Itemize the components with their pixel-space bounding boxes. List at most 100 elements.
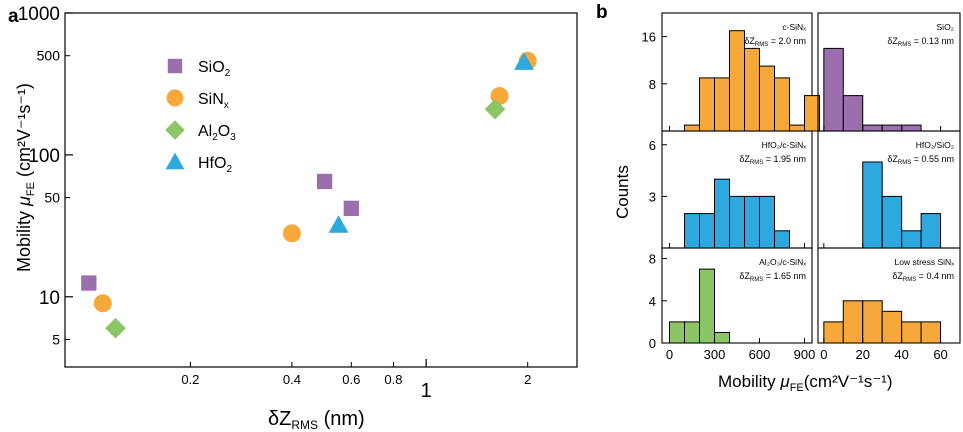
histogram-bar bbox=[759, 195, 775, 249]
data-point-sio2 bbox=[81, 275, 97, 291]
y-tick-label: 500 bbox=[37, 48, 61, 64]
histogram-bar bbox=[862, 161, 883, 249]
data-point-al2o3 bbox=[484, 98, 506, 120]
data-point-hfo2 bbox=[328, 215, 349, 233]
y-tick-label: 10 bbox=[39, 288, 60, 309]
histogram-bar bbox=[774, 230, 790, 249]
histogram-bar bbox=[684, 321, 700, 344]
panel-label-b: b bbox=[596, 2, 608, 23]
histogram-bar bbox=[901, 230, 922, 249]
histogram-title: Al₂O₃/c-SiNₓ bbox=[759, 257, 806, 267]
histogram-bar bbox=[744, 195, 760, 249]
data-point-sinx bbox=[93, 294, 112, 313]
histogram-y-axis-label: Counts bbox=[613, 165, 632, 219]
x-tick-label: 2 bbox=[524, 372, 531, 387]
histogram-panel-al2o3-c-sinx: 0 4 8 0 300 600 900 Al₂O₃/c-SiNₓ δZRMS = 1.65 nm bbox=[649, 247, 816, 362]
scatter-x-axis-label: δZRMS (nm) bbox=[268, 408, 365, 432]
x-tick-label: 900 bbox=[794, 347, 816, 362]
histogram-grid: 8 16 c-SiNₓ δZRMS = 2.0 nm SiO₂ δZRMS = 0.13 … bbox=[613, 12, 961, 394]
histogram-bar bbox=[714, 77, 730, 132]
x-tick-label: 40 bbox=[894, 347, 908, 362]
scatter-points bbox=[81, 51, 537, 339]
x-tick-label: 600 bbox=[749, 347, 771, 362]
histogram-bar bbox=[804, 95, 820, 132]
histogram-frame bbox=[661, 247, 813, 344]
x-tick-label: 0.6 bbox=[342, 372, 360, 387]
legend-marker-hfo2 bbox=[165, 152, 185, 170]
histogram-bar bbox=[920, 321, 942, 344]
y-tick-label: 8 bbox=[649, 77, 656, 92]
histogram-bar bbox=[823, 321, 844, 344]
y-tick-label: 4 bbox=[649, 294, 656, 309]
histogram-bar bbox=[901, 321, 922, 344]
x-tick-label: 0 bbox=[666, 347, 673, 362]
x-tick-label: 0.2 bbox=[181, 372, 199, 387]
data-point-al2o3 bbox=[105, 317, 126, 339]
y-tick-label: 1000 bbox=[18, 4, 60, 25]
histogram-title: HfO₂/SiO₂ bbox=[916, 140, 954, 150]
y-tick-label: 16 bbox=[642, 30, 656, 45]
y-tick-label: 0 bbox=[649, 336, 656, 351]
y-tick-label: 6 bbox=[649, 138, 656, 153]
histogram-bar bbox=[920, 213, 942, 249]
histogram-bar bbox=[823, 47, 844, 132]
y-tick-label: 50 bbox=[44, 190, 60, 206]
histogram-bar bbox=[744, 47, 760, 132]
histogram-bar bbox=[901, 124, 922, 132]
legend-marker-al2o3 bbox=[165, 120, 185, 140]
histogram-panel-c-sinx: 8 16 c-SiNₓ δZRMS = 2.0 nm bbox=[642, 12, 820, 132]
histogram-panel-low-stress-sinx: 0 20 40 60 Low stress SiNₓ δZRMS = 0.4 nm bbox=[817, 247, 961, 362]
histogram-title: Low stress SiNₓ bbox=[895, 257, 955, 267]
scatter-plot-frame bbox=[64, 12, 578, 368]
histogram-bar bbox=[714, 178, 730, 249]
x-tick-label: 20 bbox=[856, 347, 870, 362]
scatter-axes-ticks: 1 0.2 0.4 0.6 0.8 2 10 100 1000 5 50 500 bbox=[18, 4, 532, 402]
y-tick-label: 100 bbox=[28, 146, 60, 167]
histogram-bar bbox=[789, 124, 805, 132]
data-point-hfo2 bbox=[514, 52, 534, 70]
histogram-bar bbox=[699, 213, 715, 249]
histogram-bar bbox=[881, 124, 903, 132]
x-tick-label: 0 bbox=[820, 347, 827, 362]
x-tick-label: 60 bbox=[933, 347, 947, 362]
data-point-sinx bbox=[282, 224, 301, 243]
y-tick-label: 5 bbox=[52, 331, 60, 347]
legend-label-hfo2: HfO2 bbox=[198, 155, 232, 175]
histogram-bar bbox=[759, 65, 775, 132]
histogram-bar bbox=[699, 77, 715, 132]
histogram-bar bbox=[881, 310, 903, 344]
histogram-roughness: δZRMS = 1.95 nm bbox=[739, 154, 806, 166]
histogram-title: HfO₂/c-SiNₓ bbox=[762, 140, 807, 150]
histogram-title: SiO₂ bbox=[937, 22, 954, 32]
legend-label-sio2: SiO2 bbox=[198, 59, 231, 79]
histogram-bar bbox=[714, 331, 730, 344]
histogram-bar bbox=[842, 300, 864, 344]
x-tick-label: 0.4 bbox=[283, 372, 301, 387]
histogram-bar bbox=[684, 213, 700, 249]
legend-label-sinx: SiNx bbox=[198, 91, 229, 111]
x-tick-label: 300 bbox=[704, 347, 726, 362]
scatter-y-axis-label: Mobility μFE (cm²V⁻¹s⁻¹) bbox=[14, 83, 37, 272]
histogram-roughness: δZRMS = 0.55 nm bbox=[887, 154, 954, 166]
histogram-bar bbox=[729, 195, 745, 249]
x-tick-label: 0.8 bbox=[384, 372, 402, 387]
legend-marker-sinx bbox=[166, 89, 184, 107]
histogram-roughness: δZRMS = 0.4 nm bbox=[892, 271, 954, 283]
y-tick-label: 8 bbox=[649, 252, 656, 267]
histogram-bar bbox=[862, 300, 883, 344]
legend-marker-sio2 bbox=[167, 58, 183, 74]
histogram-panel-sio2: SiO₂ δZRMS = 0.13 nm bbox=[817, 12, 961, 132]
histogram-title: c-SiNₓ bbox=[782, 22, 806, 32]
histogram-bar bbox=[699, 268, 715, 344]
histogram-roughness: δZRMS = 2.0 nm bbox=[744, 36, 806, 48]
scatter-legend: SiO2 SiNx Al2O3 HfO2 bbox=[165, 58, 236, 175]
histogram-bar bbox=[684, 124, 700, 132]
histogram-bar bbox=[669, 321, 685, 344]
histogram-roughness: δZRMS = 1.65 nm bbox=[739, 271, 806, 283]
histogram-roughness: δZRMS = 0.13 nm bbox=[887, 36, 954, 48]
legend-label-al2o3: Al2O3 bbox=[198, 123, 236, 143]
histogram-x-axis-label: Mobility μFE(cm²V⁻¹s⁻¹) bbox=[718, 372, 893, 394]
x-tick-label: 1 bbox=[421, 380, 432, 402]
panel-label-a: a bbox=[8, 6, 19, 27]
